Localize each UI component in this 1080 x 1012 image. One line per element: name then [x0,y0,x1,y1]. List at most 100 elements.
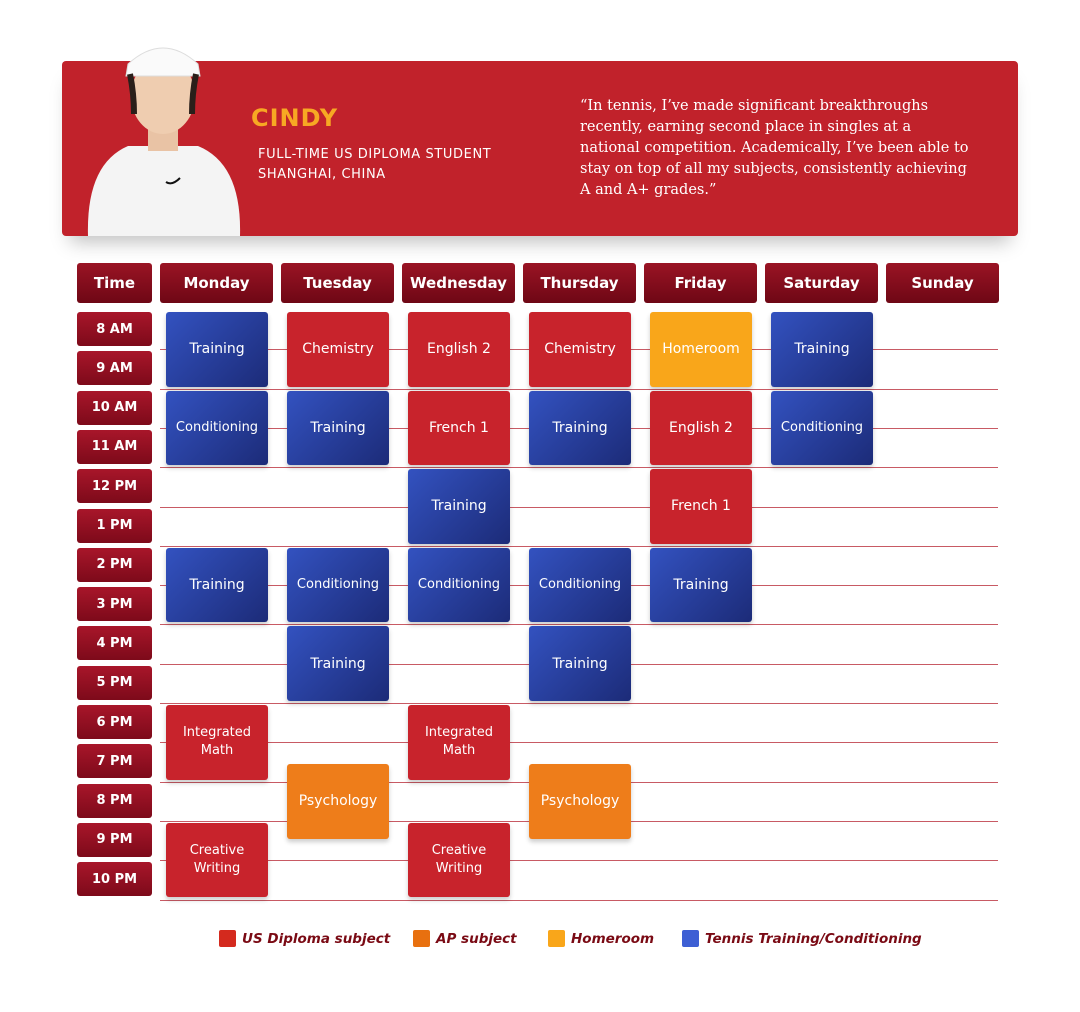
hour-line [160,742,998,744]
block-label: French 1 [671,498,731,515]
block-label: Training [431,498,487,515]
block-label: Training [552,419,608,436]
day-header: Sunday [886,263,999,303]
block-label: English 2 [669,419,733,436]
schedule-block: Conditioning [287,547,389,623]
legend-swatch [219,930,236,947]
student-role: FULL-TIME US DIPLOMA STUDENT [258,147,492,162]
day-header: Wednesday [402,263,515,303]
schedule-block: Chemistry [529,312,631,387]
block-label: Psychology [298,793,378,810]
block-label: Training [189,341,245,358]
student-location: SHANGHAI, CHINA [258,167,386,182]
legend-label: AP subject [436,930,517,947]
day-header: Friday [644,263,757,303]
day-header: Monday [160,263,273,303]
hour-line [160,467,998,469]
block-label: Chemistry [302,341,374,358]
time-label: 3 PM [77,587,152,622]
schedule-block: Conditioning [408,547,510,623]
student-photo [87,47,241,236]
time-label: 10 AM [77,390,152,425]
schedule-block: Homeroom [650,312,752,387]
schedule-block: Training [408,469,510,544]
schedule-block: Training [287,390,389,466]
schedule-block: Conditioning [771,390,873,466]
schedule-block: Chemistry [287,312,389,387]
schedule-block: Training [529,390,631,466]
schedule-block: Training [166,547,268,623]
legend-swatch [413,930,430,947]
time-label: 2 PM [77,547,152,582]
day-header: Thursday [523,263,636,303]
block-label: Training [673,577,729,594]
block-label: Psychology [540,793,620,810]
block-label: Homeroom [662,341,740,358]
block-label: French 1 [429,419,489,436]
block-label: Conditioning [296,577,380,593]
legend-item: US Diploma subject [219,930,390,947]
schedule-block: Conditioning [529,547,631,623]
time-label: 12 PM [77,469,152,504]
schedule-block: Training [287,626,389,701]
hour-line [160,860,998,862]
legend-label: US Diploma subject [242,930,391,947]
hour-line [160,545,998,547]
legend-label: Homeroom [571,930,655,947]
schedule-block: Training [771,312,873,387]
block-label: Training [552,655,608,672]
hour-line [160,388,998,390]
time-label: 10 PM [77,862,152,897]
time-header: Time [77,263,152,303]
legend-item: Tennis Training/Conditioning [682,930,922,947]
student-name: CINDY [251,104,339,132]
time-label: 7 PM [77,744,152,779]
schedule-block: Psychology [287,763,389,839]
schedule-block: Training [529,626,631,701]
block-label: Training [310,419,366,436]
block-label: Conditioning [538,577,622,593]
time-label: 8 AM [77,312,152,346]
block-label: Training [794,341,850,358]
schedule-block: French 1 [650,469,752,544]
day-header: Saturday [765,263,878,303]
hour-line [160,624,998,626]
time-label: 4 PM [77,626,152,661]
block-label: Conditioning [417,577,501,593]
hour-line [160,899,998,901]
time-label: 9 AM [77,351,152,386]
schedule-block: Conditioning [166,390,268,466]
block-label: Conditioning [780,419,864,435]
hour-line [160,703,998,704]
day-header: Tuesday [281,263,394,303]
block-label: Conditioning [175,419,259,435]
legend-label: Tennis Training/Conditioning [705,930,922,947]
time-label: 5 PM [77,665,152,700]
legend-item: Homeroom [548,930,654,947]
time-label: 11 AM [77,429,152,464]
hour-line [160,506,998,508]
schedule-block: French 1 [408,390,510,466]
legend-item: AP subject [413,930,517,947]
schedule-block: Integrated Math [408,705,510,780]
time-label: 6 PM [77,705,152,739]
block-label: Training [189,577,245,594]
block-label: English 2 [427,341,491,358]
time-label: 8 PM [77,783,152,818]
schedule-block: Creative Writing [408,822,510,898]
time-label: 9 PM [77,822,152,857]
block-label: Chemistry [544,341,616,358]
schedule-block: Training [650,547,752,623]
schedule-block: Creative Writing [166,822,268,898]
time-label: 1 PM [77,508,152,543]
schedule-block: Psychology [529,763,631,839]
schedule-block: Integrated Math [166,705,268,780]
block-label: Training [310,655,366,672]
student-quote: “In tennis, I’ve made significant breakt… [580,98,969,198]
block-label: Integrated Math [424,725,494,759]
block-label: Creative Writing [431,843,487,877]
schedule-block: English 2 [408,312,510,387]
schedule-block: Training [166,312,268,387]
legend-swatch [548,930,565,947]
